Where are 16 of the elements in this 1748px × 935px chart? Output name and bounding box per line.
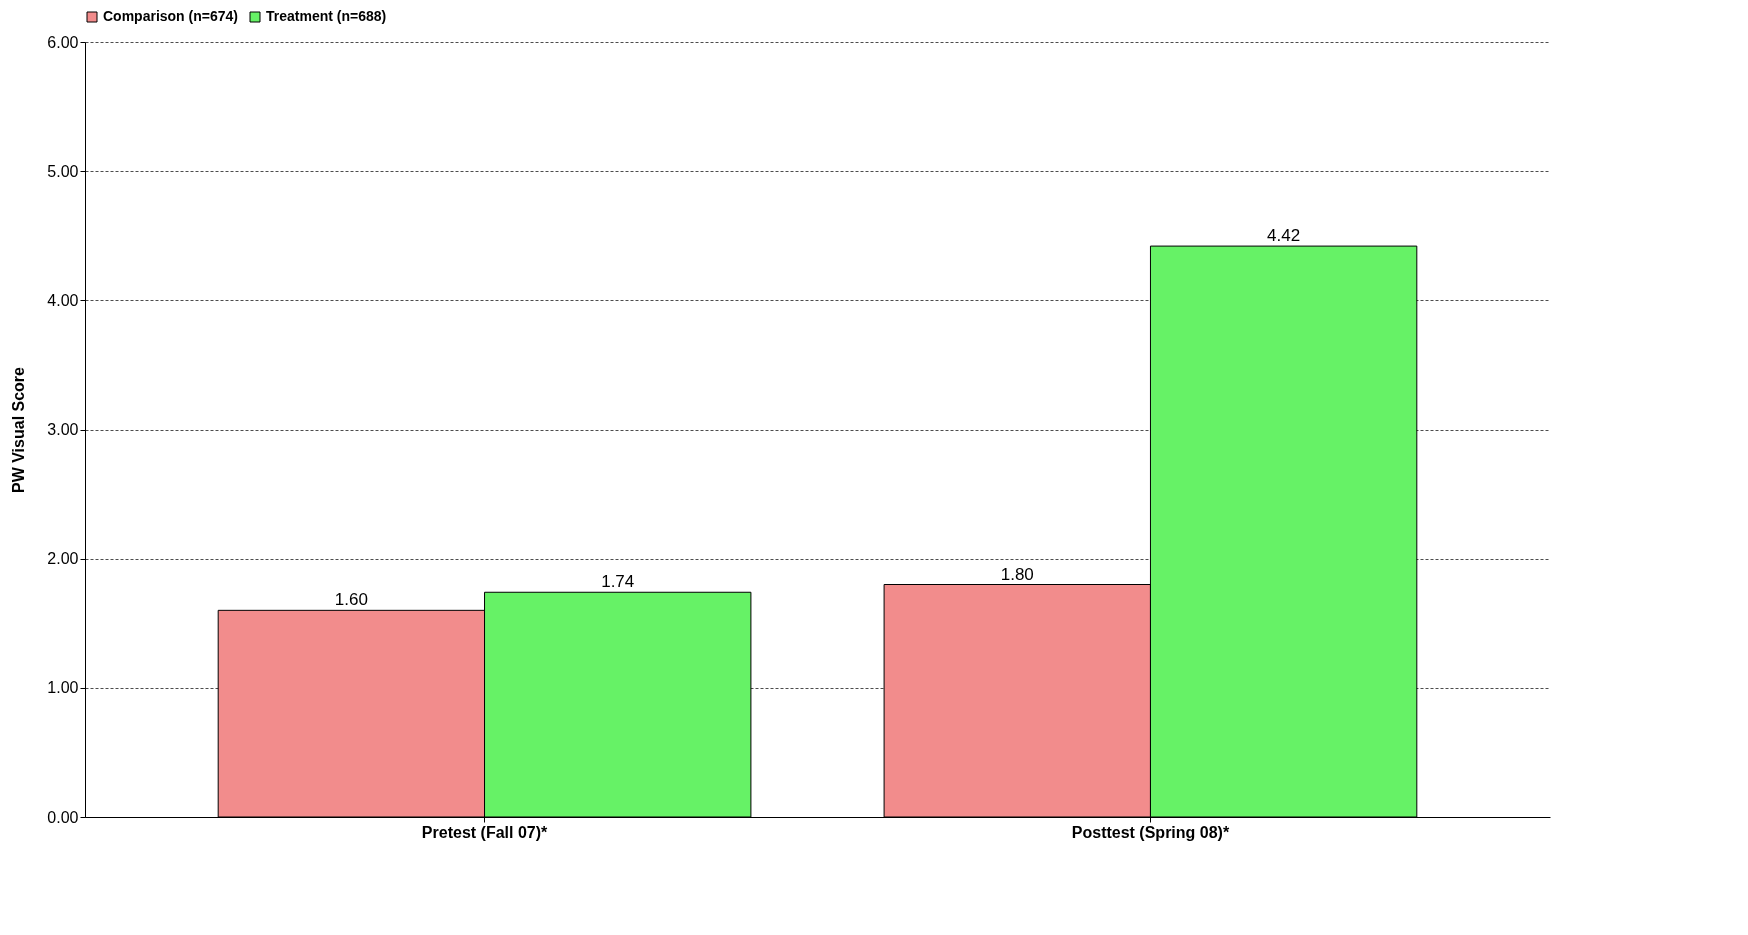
y-tick-label: 1.00	[47, 679, 79, 697]
data-label: 1.80	[1000, 564, 1034, 584]
y-tick-label: 6.00	[47, 33, 79, 51]
data-label: 1.74	[601, 572, 635, 592]
y-tick-label: 0.00	[47, 808, 79, 826]
data-label: 4.42	[1267, 226, 1301, 246]
y-tick-label: 2.00	[47, 550, 79, 568]
y-tick-label: 4.00	[47, 291, 79, 309]
data-label: 1.60	[334, 590, 368, 610]
y-tick-label: 5.00	[47, 162, 79, 180]
y-tick-label: 3.00	[47, 421, 79, 438]
legend-label: Comparison (n=674)	[103, 8, 238, 24]
y-axis-title: PW Visual Score	[10, 366, 28, 493]
legend-label: Treatment (n=688)	[266, 8, 387, 24]
x-tick-label: Pretest (Fall 07)*	[421, 823, 549, 841]
x-tick-label: Posttest (Spring 08)*	[1071, 823, 1230, 841]
